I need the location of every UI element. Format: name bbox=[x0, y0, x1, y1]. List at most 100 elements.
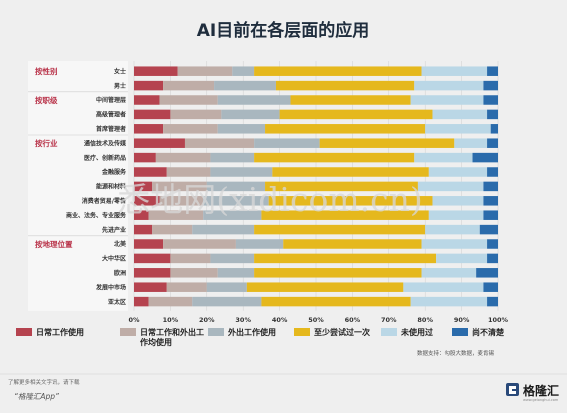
bar-segment bbox=[487, 66, 498, 76]
x-tick-label: 50% bbox=[308, 316, 324, 324]
row-label: 能源和材料 bbox=[96, 183, 126, 191]
row-label: 亚太区 bbox=[108, 298, 126, 306]
bar-segment bbox=[254, 66, 422, 76]
bar-segment bbox=[265, 124, 426, 134]
bar-segment bbox=[217, 124, 266, 134]
bar-segment bbox=[479, 224, 498, 235]
label-panel bbox=[28, 61, 128, 311]
bar-segment bbox=[214, 80, 276, 91]
legend-swatch bbox=[452, 328, 468, 336]
legend-label: 未使用过 bbox=[400, 327, 433, 337]
row-label: 消费者贸易/零售 bbox=[82, 197, 126, 205]
bar-segment bbox=[206, 282, 247, 292]
bar-segment bbox=[454, 138, 488, 148]
bar-segment bbox=[235, 239, 284, 249]
x-tick-label: 90% bbox=[454, 316, 470, 324]
row-label: 通信技术及传媒 bbox=[84, 139, 127, 147]
chart-title: AI目前在各层面的应用 bbox=[197, 20, 369, 41]
bar-segment bbox=[290, 95, 411, 105]
bar-segment bbox=[134, 224, 153, 235]
bar-segment bbox=[134, 152, 156, 163]
bar-segment bbox=[265, 181, 418, 192]
plot-area: 0% 10% 20% 30% 40% 50% 60% 70% 80% 90% 100% 按性别 女士男士… bbox=[28, 61, 509, 324]
bar-segment bbox=[246, 282, 404, 292]
bar-segment bbox=[134, 66, 178, 76]
bar-segment bbox=[254, 253, 437, 264]
bar-segment bbox=[487, 296, 498, 307]
row-label: 北美 bbox=[114, 240, 127, 248]
bar-segment bbox=[261, 210, 429, 220]
bar-segment bbox=[279, 109, 433, 120]
bar-segment bbox=[403, 282, 484, 292]
legend-label: 外出工作使用 bbox=[228, 327, 276, 337]
bar-segment bbox=[134, 181, 153, 192]
row-label: 金融服务 bbox=[101, 168, 127, 176]
bar-segment bbox=[410, 296, 488, 307]
brand-name: 格隆汇 bbox=[523, 383, 559, 398]
bar-segment bbox=[476, 268, 498, 278]
group-label: 按职级 bbox=[35, 95, 58, 105]
legend: 日常工作使用 日常工作和外出工作均使用 外出工作使用 至少尝试过一次 未使用过 尚不清楚 bbox=[16, 327, 505, 347]
x-tick-label: 0% bbox=[128, 316, 140, 324]
legend-swatch bbox=[16, 328, 32, 336]
x-tick-label: 100% bbox=[488, 316, 509, 324]
legend-label: 日常工作使用 bbox=[36, 327, 84, 337]
bar-segment bbox=[210, 253, 255, 264]
row-label: 男士 bbox=[114, 82, 126, 90]
bar-segment bbox=[221, 109, 280, 120]
bar-segment bbox=[261, 296, 411, 307]
bar-segment bbox=[134, 80, 164, 91]
x-tick-label: 40% bbox=[272, 316, 288, 324]
watermark: 悉地网(xidicom.cn) bbox=[117, 180, 422, 219]
bar-segment bbox=[432, 196, 484, 206]
bar-segment bbox=[148, 296, 193, 307]
x-tick-label: 60% bbox=[345, 316, 361, 324]
bar-segment bbox=[134, 282, 167, 292]
bar-segment bbox=[254, 152, 415, 163]
bar-segment bbox=[410, 95, 484, 105]
bar-segment bbox=[134, 167, 167, 177]
bar-segment bbox=[134, 296, 149, 307]
bar-segment bbox=[421, 239, 488, 249]
bar-segment bbox=[134, 109, 171, 120]
bar-segment bbox=[170, 268, 218, 278]
brand-logo-icon bbox=[506, 383, 519, 396]
bar-segment bbox=[483, 196, 498, 206]
bar-segment bbox=[414, 80, 484, 91]
bar-segment bbox=[148, 210, 204, 220]
bar-segment bbox=[272, 167, 429, 177]
bar-segment bbox=[472, 152, 498, 163]
bar-segment bbox=[254, 138, 320, 148]
legend-swatch bbox=[208, 328, 224, 336]
bar-segment bbox=[134, 253, 171, 264]
legend-label: 尚不清楚 bbox=[472, 327, 505, 337]
bar-segment bbox=[428, 167, 488, 177]
bar-segment bbox=[134, 239, 164, 249]
bar-segment bbox=[210, 167, 273, 177]
bar-segment bbox=[432, 109, 488, 120]
bar-segment bbox=[483, 210, 498, 220]
x-tick-label: 80% bbox=[417, 316, 433, 324]
bar-segment bbox=[166, 282, 207, 292]
bar-segment bbox=[217, 268, 255, 278]
bar-segment bbox=[319, 138, 455, 148]
bar-segment bbox=[152, 224, 193, 235]
bar-segment bbox=[170, 253, 211, 264]
bar-segment bbox=[134, 268, 171, 278]
bar-segment bbox=[152, 181, 207, 192]
bar-segment bbox=[159, 196, 204, 206]
bar-segment bbox=[177, 66, 233, 76]
bar-segment bbox=[487, 239, 498, 249]
legend-swatch bbox=[120, 328, 136, 336]
bar-segment bbox=[275, 80, 415, 91]
bar-segment bbox=[490, 124, 498, 134]
bar-segment bbox=[163, 239, 236, 249]
bar-segment bbox=[170, 109, 222, 120]
row-label: 大中华区 bbox=[102, 255, 126, 263]
bar-segment bbox=[487, 138, 498, 148]
row-label: 女士 bbox=[114, 67, 126, 75]
bar-segment bbox=[134, 138, 185, 148]
bar-segment bbox=[203, 196, 269, 206]
bar-segment bbox=[487, 109, 498, 120]
